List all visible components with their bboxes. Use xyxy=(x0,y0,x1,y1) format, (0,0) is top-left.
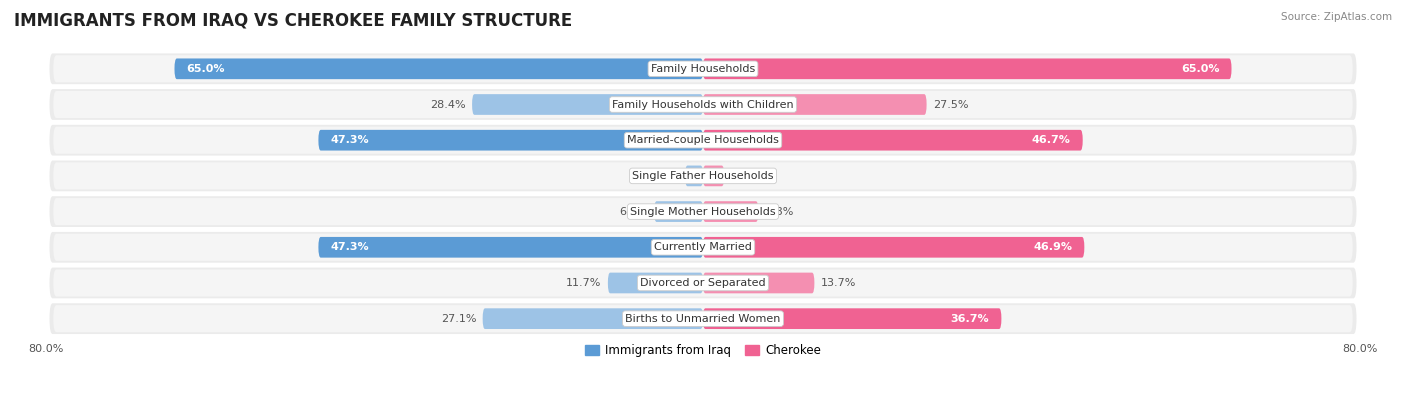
FancyBboxPatch shape xyxy=(654,201,703,222)
FancyBboxPatch shape xyxy=(48,124,1358,157)
Text: Single Father Households: Single Father Households xyxy=(633,171,773,181)
FancyBboxPatch shape xyxy=(48,53,1358,85)
FancyBboxPatch shape xyxy=(48,267,1358,299)
Text: 47.3%: 47.3% xyxy=(330,242,370,252)
Text: 36.7%: 36.7% xyxy=(950,314,990,324)
Text: 27.5%: 27.5% xyxy=(934,100,969,109)
FancyBboxPatch shape xyxy=(53,91,1353,118)
Text: 80.0%: 80.0% xyxy=(28,344,63,354)
Text: Source: ZipAtlas.com: Source: ZipAtlas.com xyxy=(1281,12,1392,22)
FancyBboxPatch shape xyxy=(174,58,703,79)
Text: Births to Unmarried Women: Births to Unmarried Women xyxy=(626,314,780,324)
FancyBboxPatch shape xyxy=(53,305,1353,332)
Text: Family Households with Children: Family Households with Children xyxy=(612,100,794,109)
Text: 13.7%: 13.7% xyxy=(821,278,856,288)
FancyBboxPatch shape xyxy=(607,273,703,293)
FancyBboxPatch shape xyxy=(53,234,1353,261)
Text: 28.4%: 28.4% xyxy=(430,100,465,109)
Text: 47.3%: 47.3% xyxy=(330,135,370,145)
Text: 65.0%: 65.0% xyxy=(1181,64,1219,74)
FancyBboxPatch shape xyxy=(703,94,927,115)
Text: Family Households: Family Households xyxy=(651,64,755,74)
Text: 65.0%: 65.0% xyxy=(187,64,225,74)
FancyBboxPatch shape xyxy=(48,231,1358,264)
Text: 6.0%: 6.0% xyxy=(620,207,648,216)
FancyBboxPatch shape xyxy=(48,302,1358,335)
FancyBboxPatch shape xyxy=(48,160,1358,192)
FancyBboxPatch shape xyxy=(703,237,1084,258)
FancyBboxPatch shape xyxy=(703,130,1083,150)
FancyBboxPatch shape xyxy=(53,162,1353,190)
FancyBboxPatch shape xyxy=(703,201,758,222)
FancyBboxPatch shape xyxy=(53,198,1353,225)
Text: 11.7%: 11.7% xyxy=(567,278,602,288)
Text: Currently Married: Currently Married xyxy=(654,242,752,252)
FancyBboxPatch shape xyxy=(318,237,703,258)
FancyBboxPatch shape xyxy=(48,88,1358,121)
FancyBboxPatch shape xyxy=(53,55,1353,83)
Text: 27.1%: 27.1% xyxy=(440,314,477,324)
Text: 46.9%: 46.9% xyxy=(1033,242,1073,252)
FancyBboxPatch shape xyxy=(703,166,724,186)
FancyBboxPatch shape xyxy=(703,273,814,293)
Text: 46.7%: 46.7% xyxy=(1032,135,1070,145)
Text: Single Mother Households: Single Mother Households xyxy=(630,207,776,216)
Text: 6.8%: 6.8% xyxy=(765,207,793,216)
Legend: Immigrants from Iraq, Cherokee: Immigrants from Iraq, Cherokee xyxy=(581,339,825,361)
FancyBboxPatch shape xyxy=(703,58,1232,79)
Text: 80.0%: 80.0% xyxy=(1343,344,1378,354)
FancyBboxPatch shape xyxy=(703,308,1001,329)
FancyBboxPatch shape xyxy=(472,94,703,115)
FancyBboxPatch shape xyxy=(318,130,703,150)
FancyBboxPatch shape xyxy=(482,308,703,329)
Text: 2.6%: 2.6% xyxy=(731,171,759,181)
FancyBboxPatch shape xyxy=(53,127,1353,154)
FancyBboxPatch shape xyxy=(685,166,703,186)
FancyBboxPatch shape xyxy=(53,269,1353,297)
FancyBboxPatch shape xyxy=(48,195,1358,228)
Text: IMMIGRANTS FROM IRAQ VS CHEROKEE FAMILY STRUCTURE: IMMIGRANTS FROM IRAQ VS CHEROKEE FAMILY … xyxy=(14,12,572,30)
Text: Married-couple Households: Married-couple Households xyxy=(627,135,779,145)
Text: Divorced or Separated: Divorced or Separated xyxy=(640,278,766,288)
Text: 2.2%: 2.2% xyxy=(650,171,679,181)
